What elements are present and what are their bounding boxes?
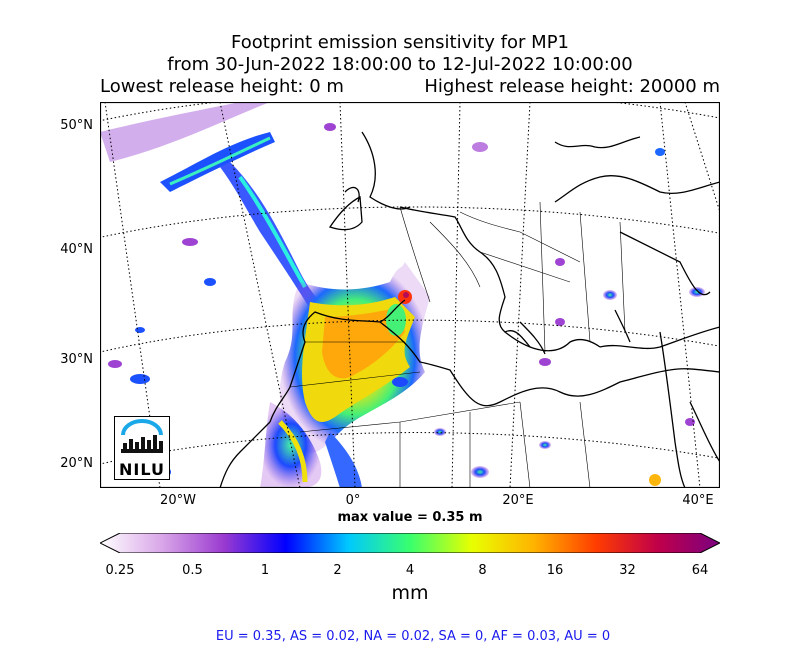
lat-label-20n: 20°N [60, 456, 93, 471]
region-fluxes: EU = 0.35, AS = 0.02, NA = 0.02, SA = 0,… [215, 629, 611, 644]
colorbar-tick-label: 0.25 [105, 563, 135, 578]
nilu-logo-text: NILU [119, 460, 165, 479]
colorbar-tick-label: 4 [405, 563, 415, 578]
colorbar-tick-label: 0.5 [182, 563, 203, 578]
figure-period: from 30-Jun-2022 18:00:00 to 12-Jul-2022… [167, 54, 633, 75]
colorbar-unit: mm [391, 582, 429, 604]
footprint-field [100, 102, 705, 488]
colorbar-fill [100, 533, 720, 553]
borders [289, 201, 626, 488]
lowest-release-height: Lowest release height: 0 m [100, 76, 344, 97]
lat-label-30n: 30°N [60, 352, 93, 367]
nilu-logo-icon [121, 419, 163, 453]
max-value-label: max value = 0.35 m [337, 510, 483, 525]
colorbar-tick-label: 1 [260, 563, 270, 578]
colorbar-tick-label: 2 [333, 563, 342, 578]
nilu-logo: NILU [114, 416, 170, 480]
lat-label-40n: 40°N [60, 242, 93, 257]
colorbar-tick-label: 16 [546, 563, 564, 578]
colorbar-tick-label: 8 [478, 563, 487, 578]
colorbar [100, 533, 720, 553]
colorbar-tick-label: 64 [691, 563, 709, 578]
lon-label-40e: 40°E [682, 493, 714, 508]
figure-title: Footprint emission sensitivity for MP1 [230, 32, 569, 53]
lat-label-50n: 50°N [60, 118, 93, 133]
lon-label-0: 0° [345, 493, 361, 508]
lon-label-20w: 20°W [160, 493, 196, 508]
colorbar-tick-label: 32 [619, 563, 636, 578]
highest-release-height: Highest release height: 20000 m [424, 76, 720, 97]
lon-label-20e: 20°E [502, 493, 534, 508]
footprint-map [100, 102, 720, 488]
